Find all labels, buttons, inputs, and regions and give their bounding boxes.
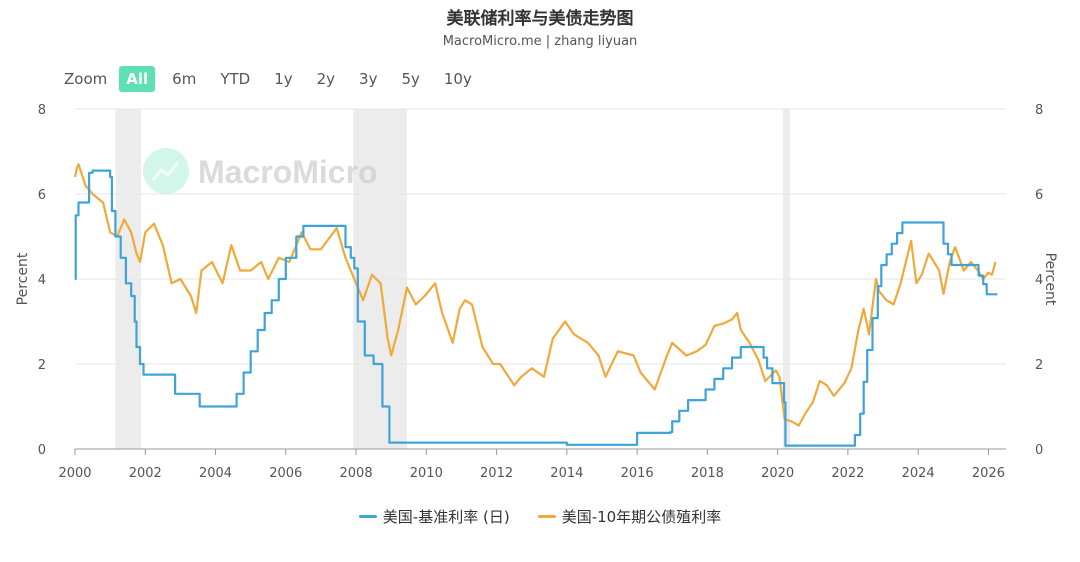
- y-tick-label-right: 0: [1035, 443, 1043, 458]
- y-tick-label-left: 2: [38, 358, 46, 373]
- series-layer: [73, 163, 998, 447]
- legend: 美国-基准利率 (日) 美国-10年期公债殖利率: [0, 506, 1080, 527]
- axes: 0 0 2 2 4 4 6 6 8 8 2000 2002 2004 2006 2008 2010 2012 20…: [15, 103, 1058, 481]
- y-tick-label-left: 4: [38, 273, 46, 288]
- x-tick-label: 2018: [691, 466, 724, 481]
- y-axis-title-left: Percent: [15, 252, 31, 305]
- watermark-chart-icon: [151, 161, 180, 181]
- x-tick-label: 2008: [340, 466, 373, 481]
- y-tick-label-left: 6: [38, 188, 46, 203]
- legend-label-fed-rate: 美国-基准利率 (日): [382, 508, 510, 526]
- x-tick-label: 2010: [410, 466, 443, 481]
- x-tick-label: 2026: [972, 466, 1005, 481]
- y-tick-label-left: 8: [38, 103, 46, 118]
- series-line-fed-rate: [74, 169, 998, 447]
- zoom-all-button[interactable]: All: [119, 66, 156, 92]
- legend-item-fed-rate[interactable]: 美国-基准利率 (日): [358, 506, 510, 527]
- chart-title: 美联储利率与美债走势图: [446, 9, 634, 29]
- x-tick-label: 2004: [199, 466, 232, 481]
- y-axis-title-right: Percent: [1042, 253, 1058, 306]
- x-tick-label: 2000: [58, 466, 91, 481]
- series-line-10y-yield: [73, 163, 997, 427]
- zoom-ytd-button[interactable]: YTD: [220, 70, 251, 88]
- zoom-3y-button[interactable]: 3y: [359, 70, 378, 88]
- y-tick-label-right: 6: [1035, 188, 1043, 203]
- zoom-10y-button[interactable]: 10y: [443, 70, 472, 88]
- zoom-6m-button[interactable]: 6m: [172, 70, 197, 88]
- zoom-label: Zoom: [64, 70, 108, 88]
- x-tick-label: 2016: [621, 466, 654, 481]
- y-tick-label-right: 4: [1035, 273, 1043, 288]
- legend-item-10y-yield[interactable]: 美国-10年期公债殖利率: [537, 506, 722, 527]
- chart-subtitle: MacroMicro.me | zhang liyuan: [442, 34, 638, 49]
- zoom-2y-button[interactable]: 2y: [316, 70, 336, 88]
- y-tick-label-left: 0: [38, 443, 46, 458]
- x-tick-label: 2024: [902, 466, 935, 481]
- y-tick-label-right: 2: [1035, 358, 1043, 373]
- legend-swatch-fed-rate: [358, 515, 377, 518]
- zoom-5y-button[interactable]: 5y: [401, 70, 420, 88]
- x-tick-label: 2022: [831, 466, 864, 481]
- legend-label-10y-yield: 美国-10年期公债殖利率: [561, 508, 722, 526]
- watermark-logo-icon: [143, 148, 189, 194]
- watermark-text: MacroMicro: [198, 154, 378, 190]
- x-tick-label: 2006: [269, 466, 302, 481]
- y-tick-label-right: 8: [1035, 103, 1043, 118]
- x-tick-label: 2002: [129, 466, 162, 481]
- zoom-bar: Zoom All 6m YTD 1y 2y 3y 5y 10y: [64, 66, 489, 92]
- x-tick-label: 2012: [480, 466, 513, 481]
- x-tick-label: 2020: [761, 466, 794, 481]
- watermark: MacroMicro: [143, 148, 378, 194]
- x-tick-label: 2014: [550, 466, 583, 481]
- zoom-1y-button[interactable]: 1y: [274, 70, 293, 88]
- legend-swatch-10y-yield: [537, 515, 556, 518]
